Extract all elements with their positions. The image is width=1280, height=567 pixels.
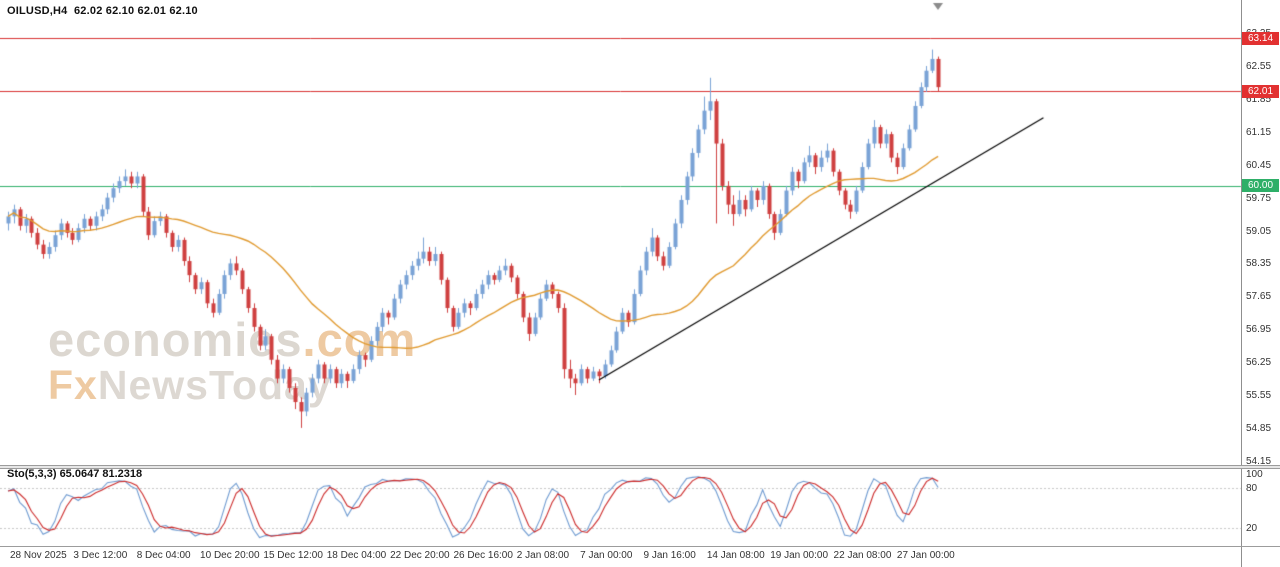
price-axis[interactable]: 63.2562.5561.8561.1560.4559.7559.0558.35… bbox=[1241, 0, 1280, 567]
time-tick: 9 Jan 16:00 bbox=[643, 550, 696, 561]
indicator-level-tick: 80 bbox=[1246, 482, 1258, 494]
time-tick: 2 Jan 08:00 bbox=[516, 550, 570, 561]
price-tick: 57.65 bbox=[1246, 291, 1272, 303]
price-tick: 58.35 bbox=[1246, 258, 1272, 270]
price-line-badge: 62.01 bbox=[1242, 84, 1279, 98]
price-tick: 61.15 bbox=[1246, 126, 1272, 138]
time-tick: 27 Jan 00:00 bbox=[896, 550, 955, 561]
price-tick: 62.55 bbox=[1246, 61, 1272, 72]
time-tick: 26 Dec 16:00 bbox=[453, 550, 513, 561]
price-tick: 56.95 bbox=[1246, 324, 1272, 336]
time-tick: 8 Dec 04:00 bbox=[136, 550, 191, 561]
price-line-badge: 63.14 bbox=[1242, 31, 1279, 45]
price-tick: 54.85 bbox=[1246, 422, 1272, 434]
time-tick: 14 Jan 08:00 bbox=[706, 550, 765, 561]
price-line-badge: 60.00 bbox=[1242, 179, 1279, 193]
price-axis-separator bbox=[1241, 0, 1242, 567]
indicator-level-tick: 20 bbox=[1246, 523, 1258, 535]
time-tick: 18 Dec 04:00 bbox=[326, 550, 387, 561]
indicator-label: Sto(5,3,3) 65.0647 81.2318 bbox=[7, 468, 143, 480]
price-tick: 61.85 bbox=[1246, 93, 1272, 105]
time-tick: 3 Dec 12:00 bbox=[73, 550, 128, 561]
indicator-level-tick: 100 bbox=[1246, 469, 1263, 480]
time-tick: 28 Nov 2025 bbox=[10, 550, 67, 561]
time-tick: 7 Jan 00:00 bbox=[580, 550, 633, 561]
time-tick: 19 Jan 00:00 bbox=[770, 550, 829, 561]
time-axis[interactable]: 28 Nov 2025 3 Dec 12:00 8 Dec 04:00 10 Dec … bbox=[0, 547, 1241, 567]
time-axis-separator bbox=[0, 546, 1280, 547]
price-tick: 54.15 bbox=[1246, 455, 1272, 467]
price-tick: 56.25 bbox=[1246, 357, 1272, 369]
symbol-ohlc-info: OILUSD,H4 62.02 62.10 62.01 62.10 bbox=[7, 5, 198, 17]
price-tick: 59.05 bbox=[1246, 225, 1272, 237]
price-tick: 59.75 bbox=[1246, 192, 1272, 204]
price-tick: 55.55 bbox=[1246, 390, 1272, 401]
time-tick: 22 Jan 08:00 bbox=[833, 550, 892, 561]
time-tick: 10 Dec 20:00 bbox=[200, 550, 260, 561]
time-tick: 15 Dec 12:00 bbox=[263, 550, 323, 561]
subwindow-separator[interactable] bbox=[0, 465, 1280, 469]
time-tick: 22 Dec 20:00 bbox=[390, 550, 450, 561]
price-tick: 60.45 bbox=[1246, 159, 1272, 171]
